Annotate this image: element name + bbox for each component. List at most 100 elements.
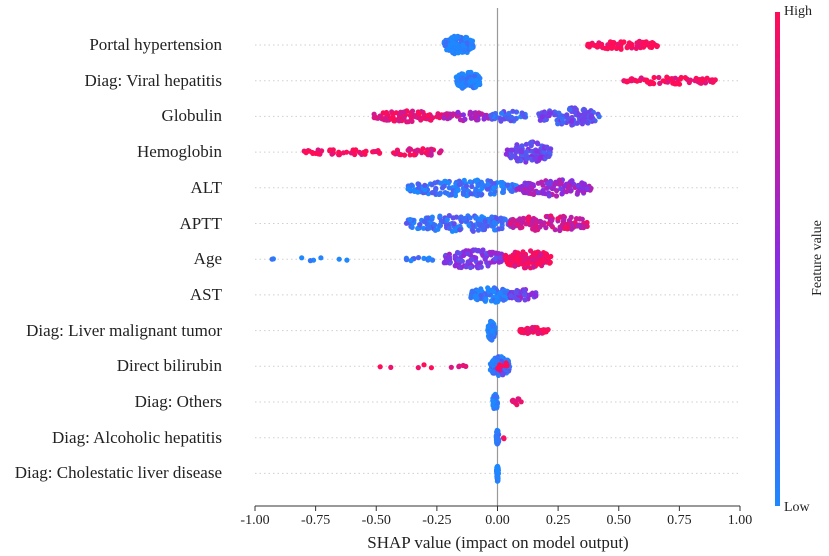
shap-point	[534, 256, 540, 263]
shap-point	[582, 107, 588, 113]
shap-point	[509, 147, 515, 153]
shap-point	[463, 264, 469, 270]
shap-point	[467, 264, 474, 271]
shap-point	[352, 148, 358, 154]
shap-point	[458, 84, 464, 90]
shap-point	[476, 191, 482, 197]
shap-point	[515, 250, 521, 256]
shap-point	[455, 45, 461, 51]
shap-point	[377, 364, 383, 370]
shap-point	[437, 222, 443, 228]
shap-point	[460, 191, 466, 197]
shap-point	[400, 109, 406, 115]
shap-point	[576, 112, 582, 118]
shap-point	[307, 258, 313, 264]
shap-point	[468, 191, 474, 197]
shap-point	[448, 364, 454, 370]
shap-point	[373, 148, 379, 155]
shap-point	[483, 296, 489, 302]
shap-point	[450, 111, 456, 117]
shap-point	[456, 181, 462, 188]
feature-label: Diag: Cholestatic liver disease	[14, 463, 222, 483]
shap-point	[590, 42, 597, 48]
x-tick-label: -0.75	[301, 513, 331, 528]
shap-point	[569, 118, 575, 124]
x-tick-label: 0.75	[667, 513, 692, 528]
shap-point	[552, 112, 558, 118]
shap-point	[415, 255, 422, 261]
shap-point	[422, 187, 428, 193]
shap-point	[558, 186, 564, 192]
shap-point	[479, 181, 485, 187]
shap-point	[500, 189, 506, 195]
shap-point	[432, 222, 438, 228]
shap-point	[407, 152, 413, 158]
shap-point	[475, 227, 481, 233]
shap-point	[535, 190, 541, 196]
shap-point	[464, 40, 470, 46]
shap-point	[437, 149, 443, 155]
shap-point	[467, 79, 473, 85]
shap-point	[520, 249, 526, 255]
shap-point	[520, 215, 527, 221]
shap-point	[491, 289, 497, 295]
shap-point	[514, 142, 520, 148]
shap-point	[340, 150, 346, 156]
shap-point	[449, 48, 455, 54]
shap-point	[475, 81, 481, 87]
shap-point	[503, 360, 509, 366]
shap-point	[629, 42, 635, 48]
shap-point	[665, 79, 671, 85]
shap-point	[489, 214, 495, 220]
shap-point	[441, 260, 447, 266]
x-tick-label: -0.25	[422, 513, 452, 528]
shap-point	[522, 262, 529, 268]
shap-point	[468, 69, 474, 75]
shap-point	[546, 255, 552, 261]
shap-point	[544, 180, 550, 186]
shap-point	[538, 252, 544, 258]
shap-point	[634, 44, 640, 50]
shap-point	[415, 225, 421, 232]
shap-point	[535, 180, 541, 186]
shap-point	[585, 41, 591, 47]
shap-point	[454, 249, 461, 256]
shap-point	[613, 45, 620, 52]
shap-point	[584, 186, 590, 192]
shap-point	[428, 365, 434, 371]
shap-point	[444, 111, 450, 117]
shap-point	[435, 113, 442, 119]
shap-point	[409, 118, 415, 124]
shap-point	[499, 183, 505, 189]
shap-point	[529, 220, 535, 227]
shap-point	[557, 226, 563, 232]
shap-point	[472, 73, 478, 79]
shap-point	[463, 363, 469, 369]
shap-point	[533, 220, 539, 226]
shap-point	[533, 293, 539, 299]
shap-point	[501, 289, 507, 295]
shap-point	[503, 257, 510, 263]
shap-point	[649, 40, 655, 46]
x-tick-label: 0.25	[545, 513, 571, 528]
shap-point	[555, 121, 561, 127]
shap-point	[485, 182, 491, 188]
feature-label: Direct bilirubin	[116, 356, 222, 376]
shap-point	[428, 152, 434, 158]
shap-point	[462, 116, 468, 122]
shap-point	[539, 114, 545, 120]
shap-point	[549, 186, 556, 192]
shap-point	[421, 362, 427, 368]
shap-point	[708, 78, 714, 85]
shap-point	[303, 150, 309, 156]
shap-point	[651, 74, 657, 81]
shap-point	[455, 257, 462, 263]
shap-point	[621, 39, 627, 45]
shap-point	[530, 326, 536, 332]
shap-point	[549, 217, 555, 224]
shap-point	[569, 122, 575, 128]
shap-point	[475, 117, 481, 123]
shap-point	[493, 299, 499, 305]
shap-point	[472, 293, 478, 299]
shap-point	[429, 182, 435, 188]
